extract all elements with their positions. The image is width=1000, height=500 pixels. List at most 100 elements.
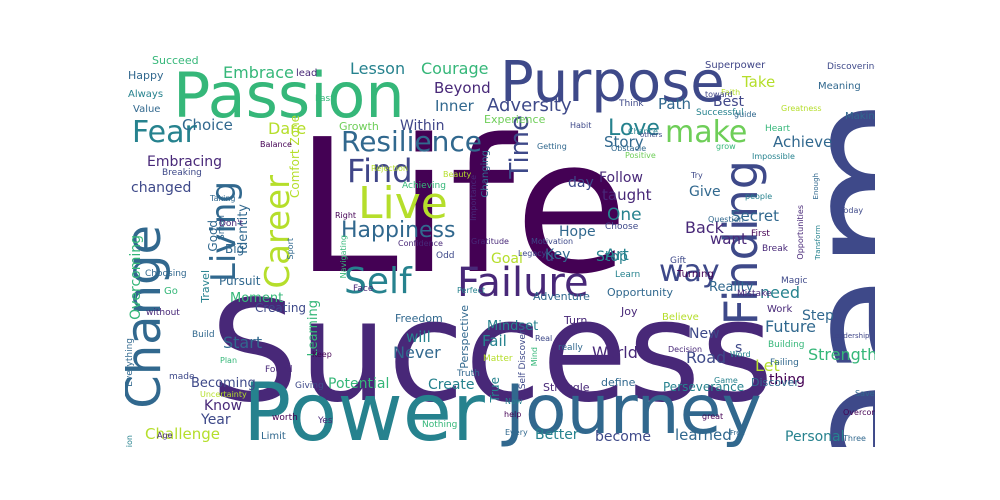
word-world: World	[592, 343, 638, 362]
word-take: Take	[742, 73, 776, 91]
word-achieving: Achieving	[402, 181, 446, 191]
word-turn: Turn	[564, 314, 588, 327]
word-key: Key	[545, 247, 571, 263]
word-travel: Travel	[199, 270, 212, 303]
word-self-discovery: Self Discovery	[518, 325, 528, 390]
word-perspective: Perspective	[458, 305, 471, 369]
word-moment: Moment	[230, 291, 284, 306]
word-opportunity: Opportunity	[607, 286, 674, 299]
word-without: without	[146, 308, 180, 318]
word-breaking: Breaking	[162, 168, 202, 178]
word-guide: guide	[734, 110, 757, 119]
word-will: will	[406, 328, 431, 346]
word-learning: Learning	[306, 300, 321, 357]
word-found: Found	[265, 365, 293, 375]
word-real: Real	[535, 334, 553, 343]
word-overcoming: Overcoming	[128, 235, 144, 320]
word-self: Self	[344, 261, 412, 302]
word-year: Year	[201, 412, 231, 428]
word-potential: Potential	[328, 376, 390, 392]
word-need: need	[760, 283, 800, 302]
word-motivation: Motivation	[531, 237, 574, 246]
word-road: Road	[686, 348, 727, 367]
word-way: way	[659, 254, 720, 289]
word-story: Story	[604, 133, 644, 151]
word-s: s	[735, 340, 743, 356]
word-true: True	[488, 377, 502, 403]
word-passion: Passion	[173, 59, 405, 132]
word-dont: Don't	[219, 219, 244, 229]
word-embrace: Embrace	[223, 63, 294, 82]
word-day: day	[568, 175, 594, 191]
word-legacy: Legacy	[518, 249, 547, 258]
word-magic: Magic	[781, 276, 808, 286]
word-creating: Creating	[255, 301, 307, 315]
word-life: Life	[295, 99, 629, 315]
word-goal: Goal	[491, 251, 523, 267]
word-happy: Happy	[128, 69, 164, 82]
word-stop: Stop	[596, 249, 628, 265]
word-today: Today	[840, 206, 864, 215]
word-path: Path	[658, 95, 691, 113]
word-never: Never	[393, 343, 441, 362]
word-yes: Yes	[318, 416, 333, 426]
word-taking: Taking	[210, 194, 236, 203]
word-let: Let	[755, 356, 780, 375]
word-courage: Courage	[421, 59, 489, 78]
word-sport: Sport	[286, 238, 295, 260]
word-freedom: Freedom	[395, 312, 443, 325]
word-challenge: Challenge	[145, 425, 220, 443]
word-struggle: Struggle	[543, 381, 590, 394]
word-inspiration: Inspiration	[125, 435, 134, 447]
word-superpower: Superpower	[705, 60, 766, 71]
word-make: make	[665, 115, 748, 150]
word-now: Now	[505, 397, 523, 406]
word-beauty: Beauty	[443, 170, 472, 179]
word-success: Success	[210, 271, 774, 434]
word-better: Better	[535, 427, 579, 443]
word-new: New	[689, 326, 720, 342]
word-worth: worth	[272, 413, 298, 423]
word-live: Live	[358, 178, 448, 229]
word-importance: Importance	[469, 175, 478, 221]
word-chance: Chance	[628, 127, 658, 136]
word-u: u	[545, 249, 554, 265]
word-balance: Balance	[260, 140, 292, 149]
word-try: Try	[691, 171, 703, 180]
word-embracing: Embracing	[147, 154, 223, 170]
word-find: Find	[347, 152, 413, 190]
word-game: Game	[714, 376, 738, 385]
word-past: Past	[315, 94, 334, 104]
word-people: people	[745, 192, 773, 201]
word-future: Future	[765, 317, 816, 336]
word-keep: Keep	[312, 350, 332, 359]
word-greatness: Greatness	[781, 104, 822, 113]
word-step: Step	[802, 308, 834, 324]
word-adventure: Adventure	[533, 290, 590, 303]
word-building: Building	[768, 340, 805, 350]
word-best: Best	[713, 94, 745, 110]
word-learn: Learn	[615, 270, 641, 280]
word-secret: Secret	[731, 207, 779, 225]
word-love: Love	[608, 116, 660, 141]
word-taught: taught	[602, 186, 652, 204]
word-choose: Choose	[605, 222, 639, 232]
word-three: Three	[843, 434, 866, 443]
word-growth: Growth	[339, 120, 379, 133]
word-lesson: Lesson	[350, 59, 406, 78]
word-mistake: Mistake	[737, 289, 772, 299]
word-choosing: Choosing	[145, 269, 187, 279]
word-create: Create	[428, 377, 475, 393]
word-work: Work	[767, 304, 793, 315]
word-art: Art	[605, 245, 629, 264]
word-big: Big	[225, 242, 245, 256]
word-failing: Failing	[770, 358, 799, 368]
word-decision: Decision	[668, 345, 703, 354]
word-learned: learned	[675, 426, 732, 444]
word-break: Break	[762, 244, 788, 254]
word-nothing: Nothing	[422, 420, 458, 430]
word-become: become	[595, 429, 652, 445]
word-help: help	[504, 410, 522, 419]
word-heart: Heart	[765, 124, 791, 134]
word-gift: Gift	[670, 256, 687, 266]
